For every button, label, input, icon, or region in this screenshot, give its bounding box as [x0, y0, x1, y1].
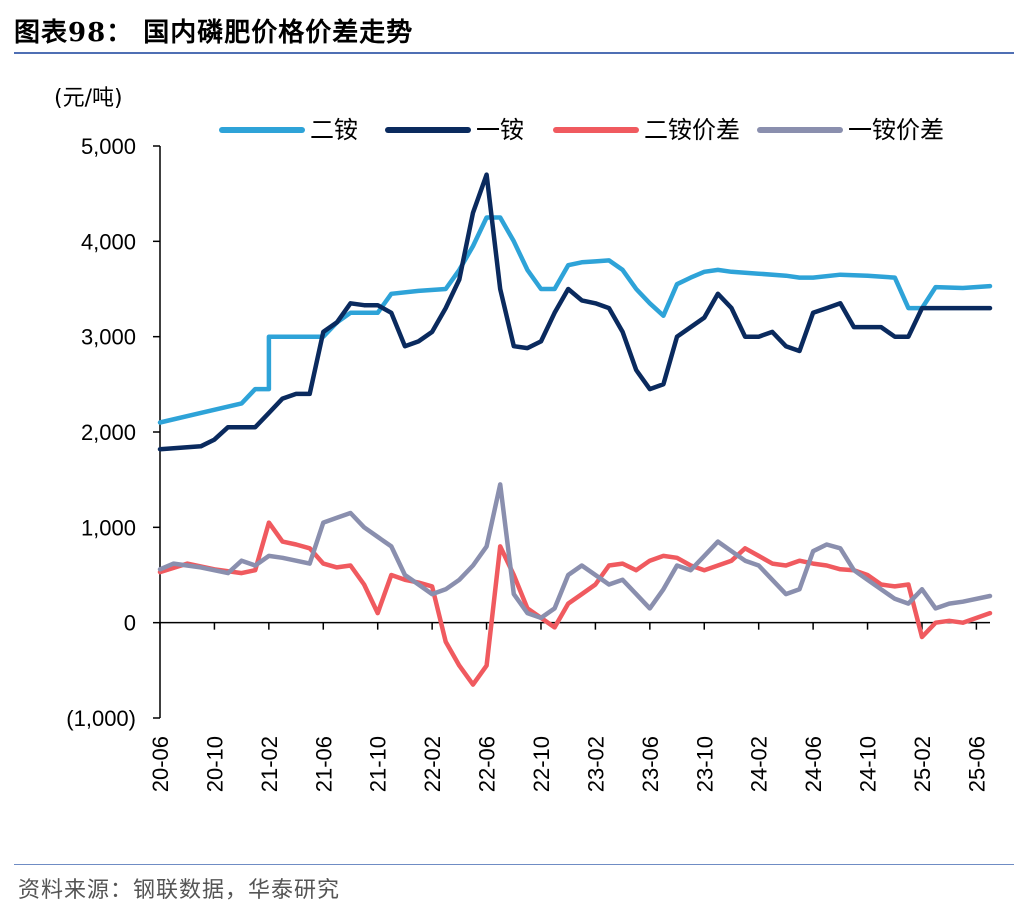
series-line-3	[157, 520, 993, 687]
x-tick-label: 24-06	[801, 736, 826, 792]
chart-axes: (1,000) 0 1,000 2,000 3,000 4,000 5,000 20-06 20…	[66, 134, 990, 792]
y-tick-label: (1,000)	[66, 706, 136, 731]
x-tick-label: 24-02	[747, 736, 772, 792]
legend-label-1: 二铵	[310, 116, 358, 144]
y-axis-unit: (元/吨)	[54, 86, 123, 111]
x-tick-label: 21-06	[311, 736, 336, 792]
y-tick-label: 5,000	[81, 134, 136, 159]
x-tick-label: 25-02	[910, 736, 935, 792]
chart-title: 图表98： 国内磷肥价格价差走势	[14, 18, 414, 48]
series-line-2	[157, 172, 993, 452]
y-tick-label: 2,000	[81, 420, 136, 445]
x-tick-label: 23-10	[692, 736, 717, 792]
x-tick-label: 22-10	[529, 736, 554, 792]
x-tick-label: 21-02	[257, 736, 282, 792]
x-tick-label: 22-06	[475, 736, 500, 792]
x-tick-label: 21-10	[366, 736, 391, 792]
x-tick-label: 20-06	[148, 736, 173, 792]
x-tick-label: 25-06	[964, 736, 989, 792]
y-tick-label: 3,000	[81, 325, 136, 350]
footer-divider	[14, 864, 1014, 865]
series-line-4	[157, 482, 993, 621]
chart-series	[157, 172, 993, 687]
chart-legend: 二铵 一铵 二铵价差 一铵价差	[219, 116, 944, 144]
y-tick-label: 1,000	[81, 515, 136, 540]
legend-label-2: 一铵	[476, 116, 524, 144]
y-tick-label: 0	[124, 611, 136, 636]
x-tick-label: 22-02	[420, 736, 445, 792]
x-tick-label: 24-10	[856, 736, 881, 792]
x-tick-label: 20-10	[202, 736, 227, 792]
legend-label-3: 二铵价差	[644, 116, 740, 144]
y-tick-label: 4,000	[81, 229, 136, 254]
source-note: 资料来源：钢联数据，华泰研究	[18, 878, 341, 903]
x-tick-label: 23-02	[583, 736, 608, 792]
legend-label-4: 一铵价差	[848, 116, 944, 144]
series-line-1	[157, 215, 993, 425]
title-divider	[14, 52, 1014, 54]
x-tick-label: 23-06	[638, 736, 663, 792]
